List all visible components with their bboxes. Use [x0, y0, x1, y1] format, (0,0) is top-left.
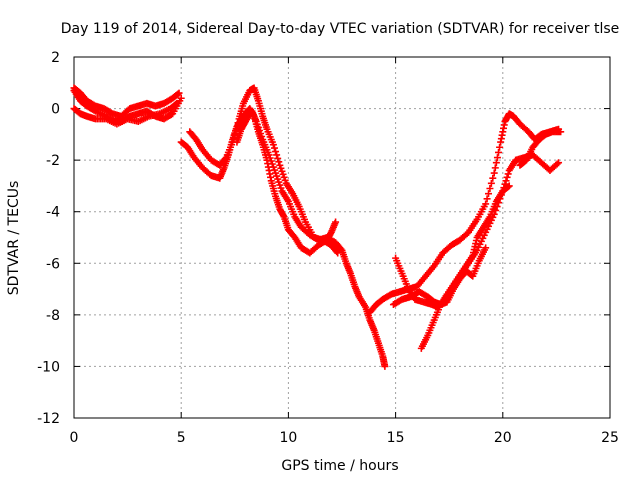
data-point	[486, 185, 494, 193]
data-point	[333, 248, 341, 256]
data-point	[491, 164, 499, 172]
x-tick-label: 15	[387, 430, 405, 446]
data-point	[555, 159, 563, 167]
y-tick-label: 0	[51, 102, 60, 118]
data-point	[274, 154, 282, 162]
y-axis-label: SDTVAR / TECUs	[6, 181, 22, 296]
x-tick-label: 5	[177, 430, 186, 446]
data-point	[490, 169, 498, 177]
data-point	[557, 128, 565, 136]
data-point	[493, 154, 501, 162]
x-tick-label: 10	[279, 430, 297, 446]
x-tick-label: 25	[601, 430, 619, 446]
data-point	[270, 144, 278, 152]
data-point	[482, 244, 490, 252]
data-point	[492, 159, 500, 167]
data-point	[275, 158, 283, 166]
x-tick-label: 20	[494, 430, 512, 446]
y-tick-label: -12	[37, 411, 60, 427]
data-points	[70, 84, 565, 370]
data-point	[272, 148, 280, 156]
data-point	[269, 141, 277, 149]
y-tick-label: -8	[46, 308, 60, 324]
data-point	[505, 182, 513, 190]
x-tick-label: 0	[70, 430, 79, 446]
data-point	[273, 151, 281, 159]
series-1	[70, 84, 183, 120]
y-tick-label: -10	[37, 359, 60, 375]
data-point	[485, 190, 493, 198]
data-point	[172, 100, 180, 108]
y-tick-label: 2	[51, 50, 60, 66]
chart-title: Day 119 of 2014, Sidereal Day-to-day VTE…	[61, 21, 620, 37]
data-point	[504, 183, 512, 191]
data-point	[553, 160, 561, 168]
series-6	[233, 107, 389, 370]
data-point	[177, 94, 185, 102]
data-point	[489, 174, 497, 182]
data-point	[175, 89, 183, 97]
data-point	[502, 177, 510, 185]
data-point	[496, 143, 504, 151]
data-point	[503, 173, 511, 181]
data-point	[221, 155, 229, 163]
series-7	[366, 110, 563, 316]
data-point	[231, 130, 239, 138]
data-point	[495, 148, 503, 156]
series-5	[186, 84, 342, 257]
data-point	[482, 200, 490, 208]
y-tick-label: -4	[46, 205, 60, 221]
series-3	[70, 99, 181, 128]
y-tick-label: -6	[46, 256, 60, 272]
x-axis-label: GPS time / hours	[281, 458, 398, 474]
data-point	[504, 170, 512, 178]
y-tick-label: -2	[46, 153, 60, 169]
data-point	[174, 90, 182, 98]
data-point	[487, 179, 495, 187]
series-11	[389, 244, 490, 309]
data-point	[232, 126, 240, 134]
data-point	[381, 362, 389, 370]
plot-frame	[73, 56, 611, 419]
data-point	[173, 99, 181, 107]
grid	[74, 57, 610, 418]
data-point	[332, 218, 340, 226]
data-point	[483, 195, 491, 203]
series-10	[516, 128, 565, 169]
data-point	[234, 119, 242, 127]
